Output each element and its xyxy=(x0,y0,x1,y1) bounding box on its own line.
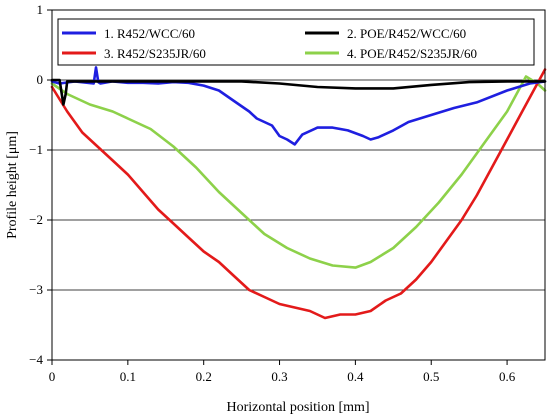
legend-label-3: 3. R452/S235JR/60 xyxy=(104,46,206,61)
y-tick-label: −1 xyxy=(29,142,43,157)
grid-lines xyxy=(52,79,545,291)
legend: 1. R452/WCC/60 2. POE/R452/WCC/60 3. R452/… xyxy=(57,18,535,66)
legend-label-4: 4. POE/R452/S235JR/60 xyxy=(347,46,477,61)
legend-label-2: 2. POE/R452/WCC/60 xyxy=(347,26,466,41)
y-axis: −4 −3 −2 −1 0 1 xyxy=(29,2,52,367)
y-tick-label: 1 xyxy=(37,2,44,17)
x-tick-label: 0.5 xyxy=(423,369,439,384)
series-line-4 xyxy=(50,75,547,269)
series-line-1 xyxy=(50,66,547,146)
series-line-2 xyxy=(50,78,547,106)
legend-label-1: 1. R452/WCC/60 xyxy=(104,26,195,41)
x-tick-label: 0.4 xyxy=(347,369,364,384)
x-tick-label: 0.1 xyxy=(120,369,136,384)
y-tick-label: −3 xyxy=(29,282,43,297)
legend-box xyxy=(57,18,535,66)
x-tick-label: 0.3 xyxy=(271,369,287,384)
x-tick-label: 0 xyxy=(49,369,56,384)
plot-frame xyxy=(51,9,546,361)
x-axis: 0 0.1 0.2 0.3 0.4 0.5 0.6 xyxy=(49,360,516,384)
y-tick-label: −4 xyxy=(29,352,43,367)
x-tick-label: 0.6 xyxy=(499,369,516,384)
series-line-3 xyxy=(50,68,547,320)
y-tick-label: −2 xyxy=(29,212,43,227)
series-group xyxy=(50,66,547,320)
x-axis-title: Horizontal position [mm] xyxy=(226,400,369,415)
y-tick-label: 0 xyxy=(37,72,44,87)
y-axis-title: Profile height [μm] xyxy=(5,131,20,239)
x-tick-label: 0.2 xyxy=(196,369,212,384)
